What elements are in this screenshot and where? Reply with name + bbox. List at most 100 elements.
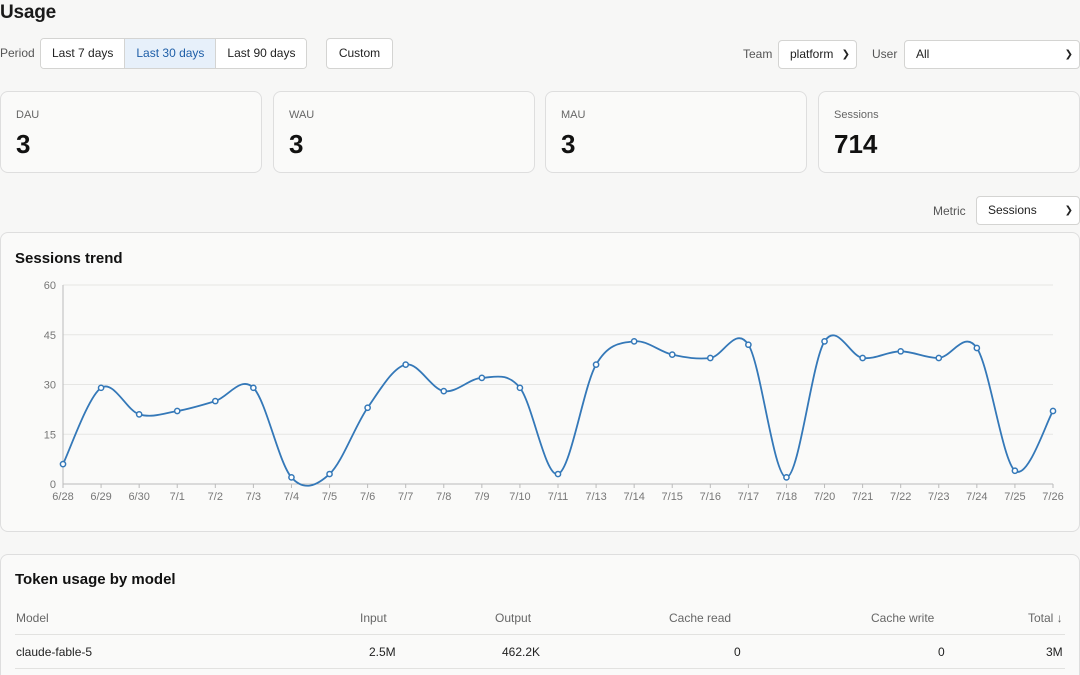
x-tick-label: 7/13 <box>585 491 606 503</box>
period-last-30-days-button[interactable]: Last 30 days <box>125 39 217 68</box>
data-point <box>973 344 981 352</box>
data-point <box>250 384 257 392</box>
chart-title: Sessions trend <box>15 250 123 267</box>
kpi-value: 3 <box>289 129 304 159</box>
column-header-output[interactable]: Output <box>495 611 532 625</box>
chevron-down-icon: ❯ <box>841 49 850 60</box>
x-tick-label: 7/17 <box>738 491 759 503</box>
data-point <box>706 354 714 362</box>
table-cell-total: 3M <box>1046 645 1063 659</box>
chevron-down-icon: ❯ <box>1064 49 1073 60</box>
kpi-card-dau: DAU 3 <box>0 91 262 173</box>
custom-period-button[interactable]: Custom <box>326 38 393 69</box>
x-tick-label: 7/22 <box>890 491 911 503</box>
data-point <box>783 474 790 481</box>
x-tick-label: 7/10 <box>509 491 530 503</box>
kpi-value: 3 <box>561 129 576 159</box>
x-tick-label: 7/6 <box>360 491 375 503</box>
metric-select-value: Sessions <box>988 203 1037 217</box>
x-tick-label: 7/8 <box>436 491 451 503</box>
x-tick-label: 6/28 <box>52 491 73 503</box>
kpi-label: MAU <box>561 109 586 121</box>
kpi-value: 3 <box>16 129 31 159</box>
column-header-input[interactable]: Input <box>360 611 387 625</box>
data-point <box>592 361 600 368</box>
data-point <box>59 460 67 468</box>
x-tick-label: 7/11 <box>548 491 569 503</box>
table-header-divider <box>15 634 1065 635</box>
data-point <box>1049 407 1057 415</box>
user-label: User <box>872 47 898 61</box>
data-point <box>821 338 828 345</box>
table-cell-output: 462.2K <box>502 645 541 659</box>
data-point <box>554 470 562 478</box>
data-point <box>173 407 181 415</box>
x-tick-label: 7/23 <box>928 491 949 503</box>
x-tick-label: 7/16 <box>700 491 721 503</box>
team-select-value: platform <box>790 47 834 61</box>
period-segmented-control: Last 7 days Last 30 days Last 90 days <box>40 38 308 69</box>
data-point <box>516 384 524 392</box>
x-tick-label: 7/21 <box>852 491 873 503</box>
column-header-cache-read[interactable]: Cache read <box>669 611 732 625</box>
metric-select[interactable]: Sessions ❯ <box>976 196 1080 225</box>
data-point <box>440 387 448 395</box>
kpi-value: 714 <box>834 129 878 159</box>
data-point <box>135 411 143 418</box>
x-tick-label: 6/30 <box>128 491 149 503</box>
table-cell-input: 2.5M <box>369 645 396 659</box>
kpi-card-wau: WAU 3 <box>273 91 535 173</box>
x-tick-label: 7/1 <box>170 491 185 503</box>
period-last-90-days-button[interactable]: Last 90 days <box>216 39 307 68</box>
sessions-series-line <box>62 334 1054 487</box>
y-tick-label: 0 <box>50 479 56 491</box>
sessions-trend-card <box>0 232 1080 532</box>
column-header-total[interactable]: Total ↓ <box>1028 611 1063 625</box>
table-row-divider <box>15 668 1065 669</box>
kpi-card-mau: MAU 3 <box>545 91 807 173</box>
x-tick-label: 7/24 <box>966 491 987 503</box>
data-point <box>97 384 105 392</box>
data-point <box>326 470 333 478</box>
table-cell-cache-write: 0 <box>938 645 945 659</box>
kpi-label: WAU <box>289 109 315 121</box>
data-point <box>897 347 905 355</box>
x-tick-label: 7/14 <box>623 491 644 503</box>
kpi-label: Sessions <box>834 109 879 121</box>
table-cell-model: claude-fable-5 <box>16 645 93 659</box>
y-tick-label: 45 <box>44 330 56 342</box>
team-label: Team <box>743 47 773 61</box>
data-point <box>211 397 219 405</box>
token-usage-card <box>0 554 1080 675</box>
x-tick-label: 7/26 <box>1042 491 1063 503</box>
data-point <box>288 474 295 481</box>
column-header-model[interactable]: Model <box>16 611 49 625</box>
data-point <box>1011 467 1019 475</box>
x-tick-label: 7/4 <box>284 491 299 503</box>
data-point <box>478 374 486 382</box>
kpi-label: DAU <box>16 109 40 121</box>
y-tick-label: 15 <box>44 429 56 441</box>
table-cell-cache-read: 0 <box>734 645 741 659</box>
column-header-cache-write[interactable]: Cache write <box>871 611 935 625</box>
team-select[interactable]: platform ❯ <box>778 40 857 69</box>
y-tick-label: 30 <box>44 380 56 392</box>
x-tick-label: 7/9 <box>474 491 489 503</box>
x-tick-label: 7/20 <box>814 491 835 503</box>
user-select-value: All <box>916 47 930 61</box>
x-tick-label: 7/5 <box>322 491 337 503</box>
x-tick-label: 7/15 <box>662 491 683 503</box>
chevron-down-icon: ❯ <box>1064 205 1073 216</box>
data-point <box>668 351 676 358</box>
kpi-card-sessions: Sessions 714 <box>818 91 1080 173</box>
period-last-7-days-button[interactable]: Last 7 days <box>41 39 126 68</box>
data-point <box>402 361 410 368</box>
data-point <box>935 354 943 362</box>
x-tick-label: 7/7 <box>398 491 413 503</box>
user-select[interactable]: All ❯ <box>904 40 1080 69</box>
period-label: Period <box>0 46 35 60</box>
page-title: Usage <box>0 2 57 23</box>
y-tick-label: 60 <box>44 280 56 292</box>
sessions-trend-chart: 0 15 30 45 60 6/28 6/29 6/30 7/1 7/2 7/3 7/4 7/5 7/6 7… <box>44 280 1064 503</box>
x-tick-label: 6/29 <box>90 491 111 503</box>
